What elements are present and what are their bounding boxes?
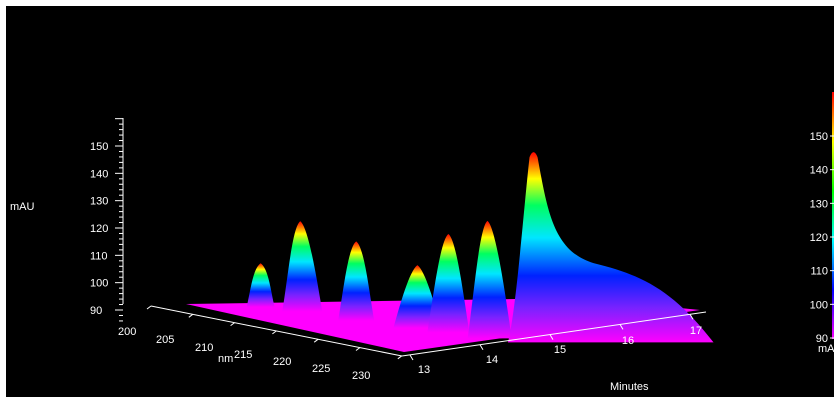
colorbar-tick-label: 110 <box>810 266 828 278</box>
y-tick-label: 15 <box>554 344 566 356</box>
colorbar-label: mAU <box>818 343 834 355</box>
colorbar-tick-label: 120 <box>810 232 828 244</box>
x-tick-label: 200 <box>118 326 136 338</box>
x-tick <box>188 313 194 318</box>
z-tick-label: 140 <box>90 168 108 180</box>
y-axis-label: Minutes <box>610 381 649 393</box>
z-tick-label: 130 <box>90 196 108 208</box>
colorbar-tick-label: 140 <box>810 165 828 177</box>
z-tick-label: 120 <box>90 223 108 235</box>
x-tick-label: 210 <box>195 342 213 354</box>
z-tick-label: 90 <box>90 305 102 317</box>
surface-peak <box>427 234 470 333</box>
chart-frame: 90 100 110 120 130 140 150 mAU 200 205 210 215 220… <box>6 6 834 397</box>
z-axis-label: mAU <box>10 201 35 213</box>
x-tick-label: 225 <box>312 363 330 375</box>
surface-peaks <box>246 152 714 343</box>
x-tick <box>230 322 235 327</box>
surface-peak <box>282 221 323 312</box>
x-tick <box>397 355 403 360</box>
y-tick <box>619 324 624 330</box>
y-tick-label: 17 <box>690 325 702 337</box>
surface-peak <box>393 265 442 328</box>
colorbar-tick-label: 90 <box>816 333 828 345</box>
colorbar-tick-label: 130 <box>810 198 828 210</box>
y-tick <box>409 354 414 361</box>
surface-peak <box>338 241 375 321</box>
x-tick-label: 205 <box>156 334 174 346</box>
y-tick <box>549 334 554 340</box>
z-tick-label: 110 <box>90 250 108 262</box>
x-tick <box>272 330 277 335</box>
y-tick-label: 16 <box>622 335 634 347</box>
colorbar-tick-label: 100 <box>810 299 828 311</box>
z-tick-label: 100 <box>90 278 108 290</box>
x-tick-label: 215 <box>234 349 252 361</box>
x-tick <box>355 347 361 351</box>
x-axis-label: nm <box>218 353 233 365</box>
surface-peak <box>246 263 275 307</box>
y-tick-label: 14 <box>486 354 498 366</box>
z-tick-label: 150 <box>90 141 108 153</box>
y-tick <box>479 344 484 351</box>
x-tick-label: 230 <box>352 370 370 382</box>
y-tick <box>689 313 694 320</box>
x-tick <box>313 338 319 343</box>
x-tick-label: 220 <box>273 356 291 368</box>
y-axis-line <box>401 311 707 357</box>
surface-peak <box>507 152 714 343</box>
y-tick-label: 13 <box>418 364 430 376</box>
x-tick <box>146 305 152 310</box>
surface-chart: 90 100 110 120 130 140 150 mAU 200 205 210 215 220… <box>10 92 834 393</box>
colorbar <box>832 92 834 339</box>
x-axis-line <box>150 305 403 357</box>
colorbar-tick-label: 150 <box>810 131 828 143</box>
surface-peak <box>467 220 512 339</box>
